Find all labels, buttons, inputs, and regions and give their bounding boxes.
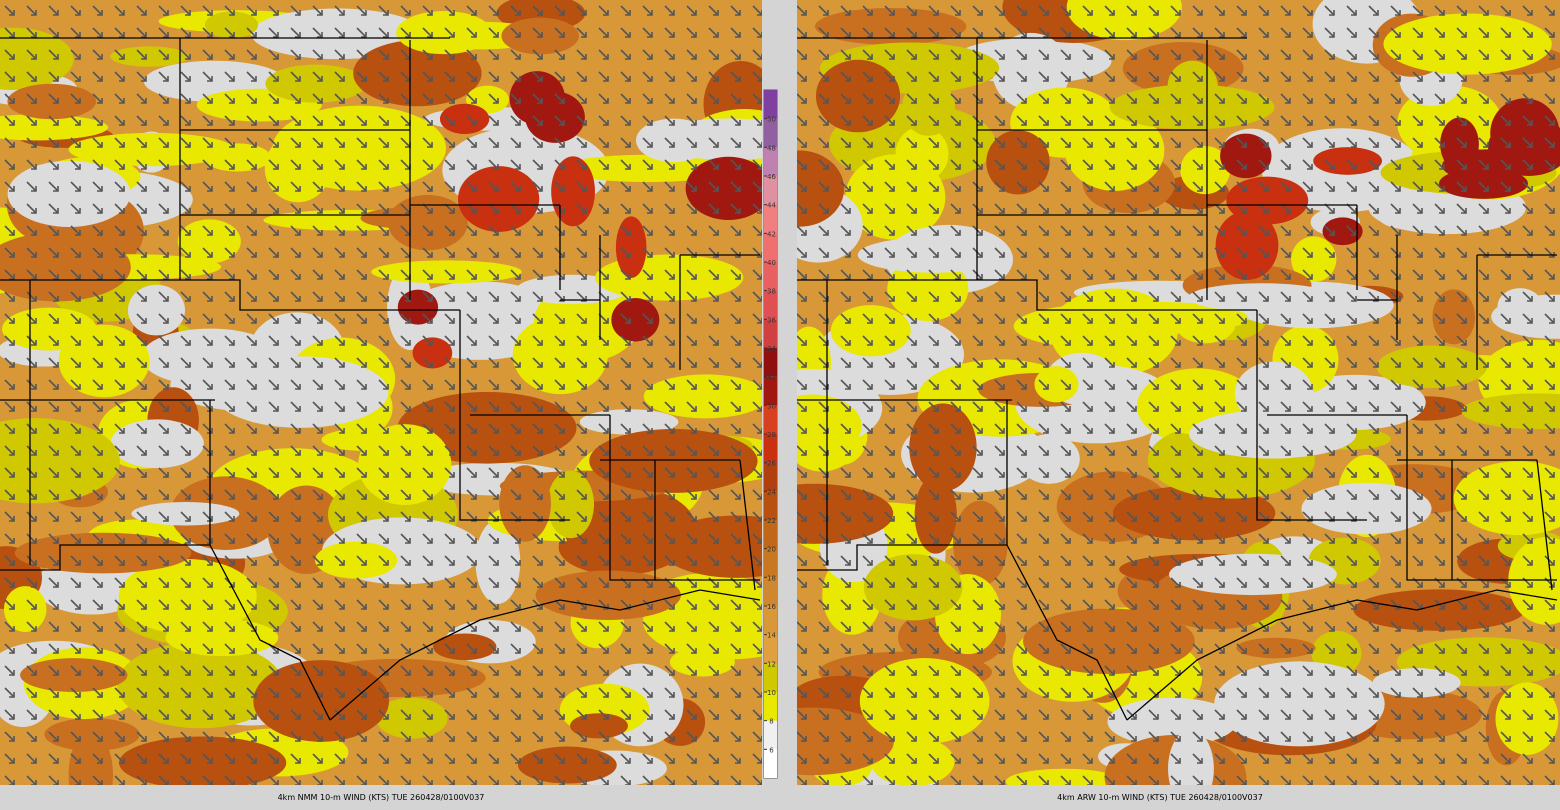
colorbar-label: 6 bbox=[769, 746, 774, 754]
colorbar-label: 14 bbox=[767, 632, 776, 640]
colorbar-band bbox=[764, 376, 777, 406]
state-border bbox=[1006, 544, 1558, 721]
colorbar-label: 42 bbox=[767, 230, 776, 238]
colorbar-label: 18 bbox=[767, 574, 776, 582]
wind-arrows bbox=[0, 0, 762, 785]
colorbar-label: 40 bbox=[767, 259, 776, 267]
colorbar-label: 22 bbox=[767, 517, 776, 525]
colorbar-label: 20 bbox=[767, 546, 776, 554]
colorbar-label: 32 bbox=[767, 374, 776, 382]
colorbar-band bbox=[764, 577, 777, 606]
colorbar-band bbox=[764, 290, 777, 320]
state-border bbox=[409, 40, 610, 521]
colorbar-band bbox=[764, 204, 777, 234]
wind-arrows bbox=[797, 0, 1560, 785]
colorbar-band bbox=[764, 520, 777, 549]
colorbar: 6 8 10 12 14 16 18 20 22 24 26 28 30 32 34 36 38 40 42 44 46… bbox=[763, 89, 778, 779]
colorbar-label: 46 bbox=[767, 173, 776, 181]
colorbar-band bbox=[764, 118, 777, 148]
state-border bbox=[0, 37, 460, 571]
map-panel bbox=[797, 0, 1560, 785]
colorbar-band bbox=[764, 548, 777, 578]
colorbar-band bbox=[764, 233, 777, 262]
colorbar-label: 16 bbox=[767, 603, 776, 611]
colorbar-band bbox=[764, 749, 777, 778]
map-panel bbox=[0, 0, 762, 785]
panel-caption: 4km NMM 10-m WIND (KTS) TUE 260428/0100V… bbox=[278, 793, 485, 802]
colorbar-band bbox=[764, 147, 777, 176]
colorbar-band bbox=[764, 634, 777, 664]
panel-caption: 4km ARW 10-m WIND (KTS) TUE 260428/0100V… bbox=[1057, 793, 1263, 802]
colorbar-label: 44 bbox=[767, 202, 776, 210]
state-border bbox=[797, 37, 1257, 571]
state-border bbox=[1206, 40, 1407, 521]
colorbar-label: 38 bbox=[767, 288, 776, 296]
colorbar-label: 26 bbox=[767, 460, 776, 468]
colorbar-band bbox=[764, 319, 777, 348]
colorbar-band bbox=[764, 692, 777, 721]
colorbar-label: 10 bbox=[767, 689, 776, 697]
colorbar-band bbox=[764, 405, 777, 434]
colorbar-label: 50 bbox=[767, 116, 776, 124]
colorbar-band bbox=[764, 434, 777, 463]
colorbar-label: 28 bbox=[767, 431, 776, 439]
state-border bbox=[600, 254, 760, 591]
colorbar-label: 30 bbox=[767, 402, 776, 410]
colorbar-band bbox=[764, 663, 777, 692]
colorbar-label: 8 bbox=[769, 718, 773, 726]
colorbar-band bbox=[764, 462, 777, 492]
colorbar-label: 48 bbox=[767, 144, 776, 152]
colorbar-band bbox=[764, 262, 777, 291]
state-border bbox=[1397, 254, 1557, 591]
state-border bbox=[209, 544, 761, 721]
colorbar-label: 12 bbox=[767, 660, 776, 668]
colorbar-band bbox=[764, 90, 777, 119]
colorbar-band bbox=[764, 606, 777, 635]
colorbar-band bbox=[764, 348, 777, 377]
colorbar-label: 34 bbox=[767, 345, 776, 353]
colorbar-band bbox=[764, 491, 777, 520]
colorbar-band bbox=[764, 720, 777, 750]
colorbar-band bbox=[764, 176, 777, 205]
colorbar-label: 36 bbox=[767, 316, 776, 324]
colorbar-label: 24 bbox=[767, 488, 776, 496]
